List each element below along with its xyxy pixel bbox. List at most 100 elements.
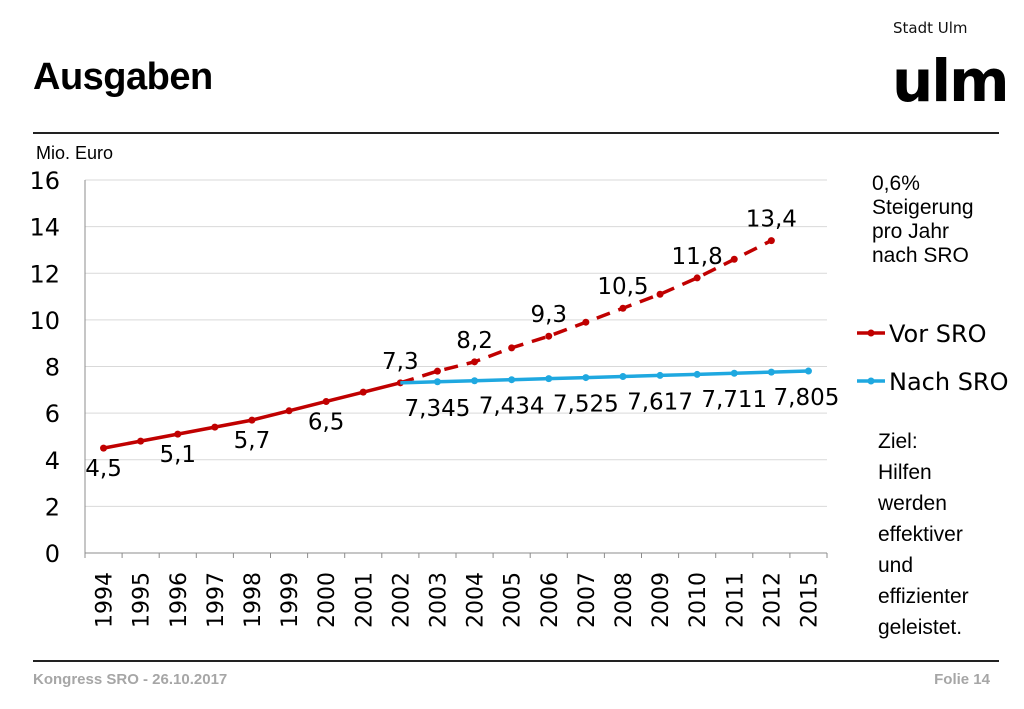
data-point xyxy=(545,375,553,383)
data-label: 7,711 xyxy=(701,387,767,413)
x-tick-label: 2000 xyxy=(315,572,340,628)
data-point xyxy=(508,376,516,384)
data-point xyxy=(471,377,479,385)
data-label: 9,3 xyxy=(530,302,567,328)
data-label: 8,2 xyxy=(456,328,493,354)
data-point xyxy=(582,374,590,382)
data-point xyxy=(619,373,627,381)
growth-note-line: pro Jahr xyxy=(872,220,950,243)
data-point xyxy=(174,430,182,438)
goal-note-line: effizienter xyxy=(878,585,969,608)
data-point xyxy=(433,367,441,375)
data-point xyxy=(285,407,293,415)
data-point xyxy=(693,274,701,282)
x-tick-label: 2008 xyxy=(612,572,637,628)
data-point xyxy=(767,368,775,376)
data-point xyxy=(656,290,664,298)
x-tick-label: 1999 xyxy=(278,572,303,628)
page-title: Ausgaben xyxy=(33,56,213,98)
growth-note-line: 0,6% xyxy=(872,172,920,195)
data-point xyxy=(582,318,590,326)
x-tick-label: 2009 xyxy=(649,572,674,628)
data-point xyxy=(137,437,145,445)
data-point xyxy=(211,423,219,431)
x-tick-label: 2002 xyxy=(389,572,414,628)
x-tick-label: 2010 xyxy=(686,572,711,628)
brand-logo: ulm xyxy=(892,47,1010,115)
data-point xyxy=(619,304,627,312)
footer-slide-number: Folie 14 xyxy=(934,671,990,688)
x-tick-label: 1996 xyxy=(167,572,192,628)
goal-note-line: Hilfen xyxy=(878,461,932,484)
data-label: 7,345 xyxy=(405,396,471,422)
data-point xyxy=(322,397,330,405)
data-point xyxy=(767,237,775,245)
y-tick-label: 0 xyxy=(45,540,60,568)
x-tick-label: 2004 xyxy=(464,572,489,628)
footer-event: Kongress SRO - 26.10.2017 xyxy=(33,671,228,688)
y-tick-label: 12 xyxy=(29,260,60,288)
data-label: 5,1 xyxy=(159,442,196,468)
data-label: 13,4 xyxy=(746,207,797,233)
x-tick-label: 1997 xyxy=(204,572,229,628)
data-point xyxy=(248,416,256,424)
x-tick-label: 2011 xyxy=(723,572,748,628)
y-tick-label: 2 xyxy=(45,493,60,521)
x-tick-label: 2005 xyxy=(501,572,526,628)
data-point xyxy=(433,378,441,386)
series-line-1 xyxy=(400,369,809,385)
header-divider xyxy=(33,132,999,134)
legend-marker xyxy=(867,329,875,337)
goal-note: Ziel: Hilfen werden effektiver und effiz… xyxy=(878,426,969,643)
x-tick-label: 2015 xyxy=(797,572,822,628)
data-point xyxy=(508,344,516,352)
growth-note: 0,6% Steigerung pro Jahr nach SRO xyxy=(872,172,974,268)
x-tick-label: 2003 xyxy=(426,572,451,628)
y-tick-label: 8 xyxy=(45,354,60,382)
footer-divider xyxy=(33,660,999,662)
data-label: 7,434 xyxy=(479,394,545,420)
x-tick-label: 2012 xyxy=(760,572,785,628)
data-point xyxy=(804,367,812,375)
x-tick-label: 1995 xyxy=(130,572,155,628)
x-tick-label: 2001 xyxy=(352,572,377,628)
data-label: 4,5 xyxy=(85,456,122,482)
data-point xyxy=(471,358,479,366)
y-tick-label: 14 xyxy=(29,214,60,242)
y-tick-label: 6 xyxy=(45,400,60,428)
legend-label: Nach SRO xyxy=(889,368,1009,396)
data-label: 10,5 xyxy=(597,274,648,300)
y-tick-label: 4 xyxy=(45,447,60,475)
goal-note-line: geleistet. xyxy=(878,616,963,639)
brand-subtitle: Stadt Ulm xyxy=(893,19,968,37)
goal-note-line: Ziel: xyxy=(878,430,918,453)
data-point xyxy=(359,388,367,396)
data-point xyxy=(730,255,738,263)
legend-marker xyxy=(867,377,875,385)
data-label: 11,8 xyxy=(672,244,723,270)
data-point xyxy=(730,369,738,377)
x-tick-label: 2006 xyxy=(538,572,563,628)
x-tick-label: 1994 xyxy=(93,572,118,628)
data-label: 7,525 xyxy=(553,392,619,418)
legend-label: Vor SRO xyxy=(889,320,987,348)
unit-label: Mio. Euro xyxy=(36,143,113,163)
growth-note-line: nach SRO xyxy=(872,244,969,267)
data-point xyxy=(100,444,108,452)
x-tick-label: 2007 xyxy=(575,572,600,628)
y-tick-label: 16 xyxy=(29,167,60,195)
goal-note-line: und xyxy=(878,554,914,577)
data-label: 6,5 xyxy=(308,409,345,435)
data-label: 7,805 xyxy=(774,385,840,411)
data-label: 5,7 xyxy=(234,428,271,454)
goal-note-line: effektiver xyxy=(878,523,963,546)
x-tick-label: 1998 xyxy=(241,572,266,628)
data-label: 7,3 xyxy=(382,349,419,375)
data-point xyxy=(545,332,553,340)
y-tick-label: 10 xyxy=(29,307,60,335)
growth-note-line: Steigerung xyxy=(872,196,974,219)
data-label: 7,617 xyxy=(627,389,693,415)
goal-note-line: werden xyxy=(878,492,947,515)
data-point xyxy=(656,371,664,379)
